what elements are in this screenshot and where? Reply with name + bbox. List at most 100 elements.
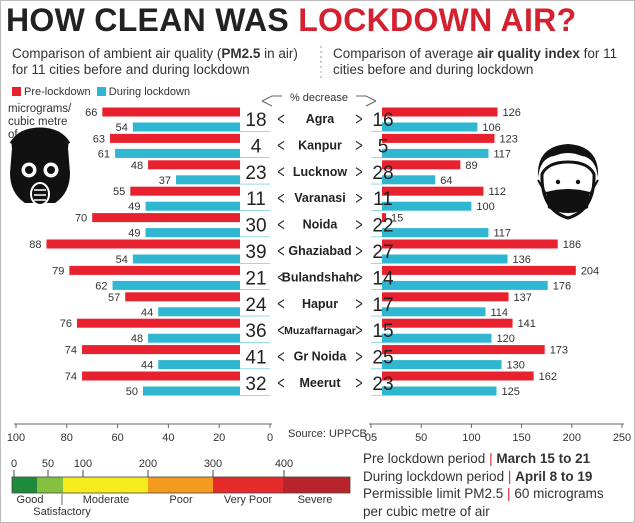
gas-mask-icon bbox=[9, 127, 71, 206]
tick-label-left: 100 bbox=[7, 432, 25, 444]
scale-tick-label: 200 bbox=[139, 458, 157, 470]
value-label-left-pre: 57 bbox=[108, 292, 120, 304]
city-label: Ghaziabad bbox=[288, 244, 351, 258]
city-arrow-right bbox=[355, 272, 363, 282]
value-label-right-pre: 162 bbox=[539, 371, 557, 383]
pct-decrease-right: 23 bbox=[372, 374, 393, 395]
bar-right-pre bbox=[371, 292, 509, 302]
tick-label-left: 40 bbox=[162, 432, 174, 444]
bar-left-pre bbox=[125, 292, 270, 302]
bar-left-pre bbox=[46, 239, 271, 249]
bar-left-pre bbox=[109, 133, 270, 143]
legend-pre-swatch bbox=[12, 87, 21, 96]
pct-decrease-left: 23 bbox=[245, 163, 266, 184]
footnote: Pre lockdown period | March 15 to 21 Dur… bbox=[363, 450, 604, 520]
pct-decrease-left: 36 bbox=[245, 321, 266, 342]
bar-left-pre bbox=[130, 186, 270, 196]
pct-decrease-left: 39 bbox=[245, 242, 266, 263]
scale-tick-label: 300 bbox=[204, 458, 222, 470]
pct-decrease-left: 41 bbox=[245, 348, 266, 369]
bar-right-pre bbox=[371, 265, 576, 275]
bar-left-during bbox=[115, 148, 270, 158]
value-label-left-pre: 74 bbox=[65, 371, 77, 383]
pct-decrease-left: 32 bbox=[245, 374, 266, 395]
value-label-right-pre: 173 bbox=[550, 345, 568, 357]
pct-decrease-right: 17 bbox=[372, 295, 393, 316]
value-label-right-during: 114 bbox=[490, 307, 508, 319]
value-label-left-pre: 66 bbox=[85, 107, 97, 119]
title-part-2: LOCKDOWN AIR? bbox=[298, 2, 577, 38]
bar-left-during bbox=[112, 280, 271, 290]
city-label: Agra bbox=[306, 112, 336, 126]
subtitle-right: Comparison of average air quality index … bbox=[333, 46, 618, 77]
bar-right-pre bbox=[371, 186, 484, 196]
center-row-bg bbox=[240, 239, 382, 263]
legend-during-label: During lockdown bbox=[108, 86, 191, 98]
bar-left-pre bbox=[76, 318, 271, 328]
pct-decrease-left: 21 bbox=[245, 268, 266, 289]
source-note: Source: UPPCB bbox=[288, 428, 367, 440]
city-label: Varanasi bbox=[294, 191, 345, 205]
bar-right-during bbox=[371, 148, 489, 158]
bar-right-pre bbox=[371, 345, 545, 355]
scale-band bbox=[283, 477, 350, 493]
tick-label-left: 0 bbox=[267, 432, 273, 444]
value-label-right-during: 106 bbox=[482, 122, 500, 134]
tick-label-left: 80 bbox=[61, 432, 73, 444]
city-arrow-right bbox=[355, 220, 363, 230]
value-label-left-during: 49 bbox=[128, 201, 140, 213]
pct-decrease-right: 28 bbox=[372, 163, 393, 184]
footnote-line-4: per cubic metre of air bbox=[363, 503, 490, 519]
bar-right-during bbox=[371, 386, 497, 396]
bar-left-during bbox=[158, 307, 270, 317]
pct-decrease-left: 4 bbox=[251, 136, 262, 157]
city-arrow-left bbox=[277, 299, 285, 309]
center-row-bg bbox=[240, 371, 382, 395]
tick-label-left: 60 bbox=[111, 432, 123, 444]
pct-decrease-right: 5 bbox=[378, 136, 389, 157]
value-label-right-pre: 123 bbox=[499, 133, 517, 145]
bar-left-during bbox=[145, 201, 270, 211]
value-label-right-pre: 89 bbox=[465, 160, 477, 172]
value-label-right-pre: 141 bbox=[518, 318, 536, 330]
city-label: Hapur bbox=[302, 297, 338, 311]
bar-right-during bbox=[371, 333, 492, 343]
scale-band-label: Very Poor bbox=[224, 494, 273, 506]
value-label-left-pre: 63 bbox=[93, 133, 105, 145]
title-part-1: HOW CLEAN WAS bbox=[6, 2, 299, 38]
value-label-left-during: 54 bbox=[116, 122, 128, 134]
city-arrow-left bbox=[277, 325, 285, 335]
footnote-line-3: Permissible limit PM2.5 | 60 micrograms bbox=[363, 486, 604, 501]
value-label-left-pre: 55 bbox=[113, 186, 125, 198]
bar-left-during bbox=[145, 228, 270, 238]
bar-right-pre bbox=[371, 239, 558, 249]
tick-label-left: 20 bbox=[213, 432, 225, 444]
bar-right-during bbox=[371, 280, 548, 290]
pct-decrease-right: 16 bbox=[372, 110, 393, 131]
tick-label-right: 150 bbox=[512, 432, 530, 444]
value-label-left-during: 54 bbox=[116, 254, 128, 266]
city-arrow-left bbox=[277, 246, 285, 256]
city-arrow-right bbox=[355, 299, 363, 309]
city-arrow-left bbox=[277, 352, 285, 362]
city-arrow-left bbox=[277, 114, 285, 124]
value-label-right-during: 100 bbox=[476, 201, 494, 213]
city-arrow-left bbox=[277, 193, 285, 203]
value-label-left-pre: 79 bbox=[52, 265, 64, 277]
pct-decrease-left: 30 bbox=[245, 216, 266, 237]
tick-label-right: 200 bbox=[563, 432, 581, 444]
value-label-right-during: 120 bbox=[496, 333, 514, 345]
header-arrow-left bbox=[261, 95, 282, 107]
bar-left-pre bbox=[82, 371, 270, 381]
bar-left-during bbox=[143, 386, 270, 396]
bar-left-during bbox=[176, 175, 270, 185]
value-label-right-pre: 126 bbox=[503, 107, 521, 119]
pct-decrease-right: 14 bbox=[372, 268, 394, 289]
scale-band-label: Poor bbox=[169, 494, 193, 506]
city-arrow-right bbox=[355, 140, 363, 150]
city-label: Kanpur bbox=[298, 138, 342, 152]
value-label-right-pre: 15 bbox=[391, 213, 403, 225]
city-arrow-left bbox=[277, 167, 285, 177]
value-label-right-during: 136 bbox=[513, 254, 531, 266]
